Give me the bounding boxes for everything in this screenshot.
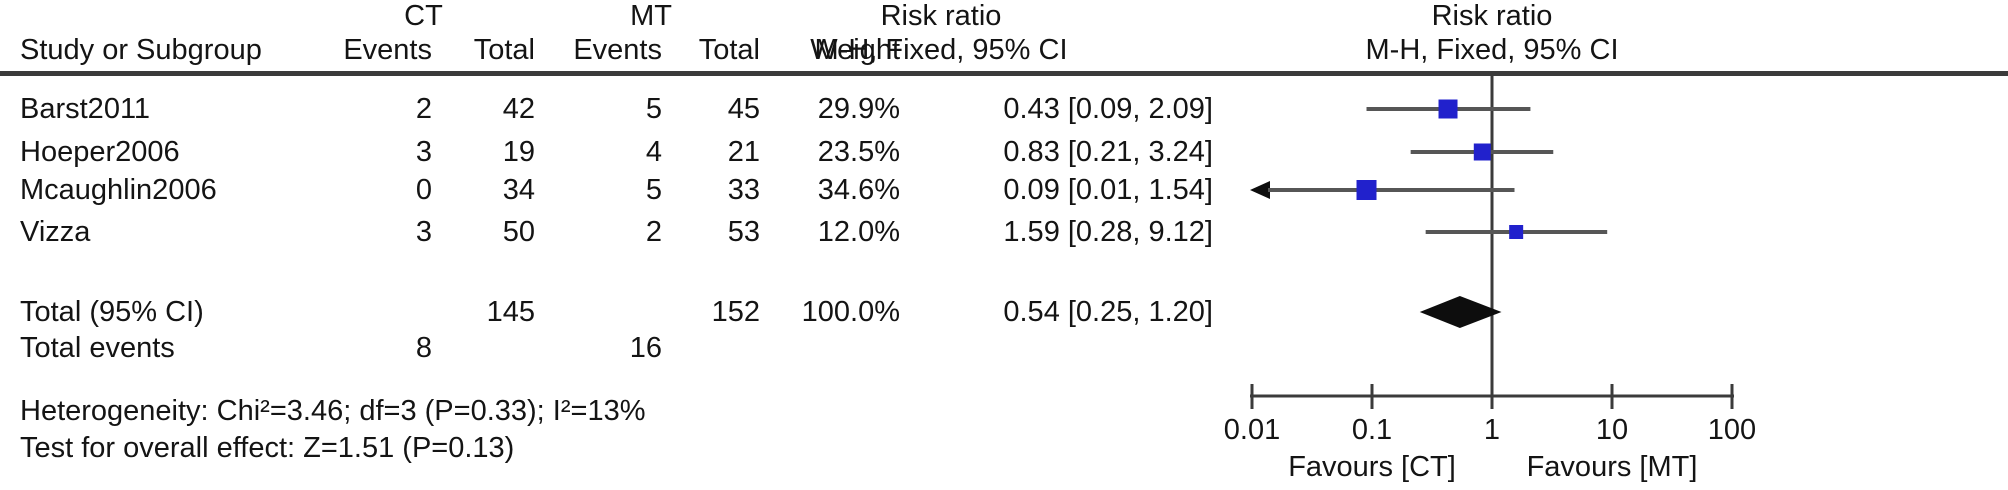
study-name: Hoeper2006 bbox=[20, 136, 180, 168]
mt-events-value: 5 bbox=[645, 93, 662, 125]
ct-total-value: 19 bbox=[502, 136, 535, 168]
risk-ratio-ci-text: 0.83 [0.21, 3.24] bbox=[1003, 136, 1213, 168]
risk-ratio-header-left: Risk ratio bbox=[880, 0, 1002, 32]
ct-events-value: 2 bbox=[415, 93, 432, 125]
total-ct-total: 145 bbox=[486, 296, 535, 328]
mt-events-value: 4 bbox=[645, 136, 662, 168]
study-name: Barst2011 bbox=[20, 93, 151, 125]
group-header-mt: MT bbox=[630, 0, 672, 32]
x-tick-label: 1 bbox=[1483, 414, 1501, 446]
favours-right-label: Favours [MT] bbox=[1526, 451, 1698, 483]
pooled-diamond bbox=[1419, 296, 1502, 328]
plot-header-mh-ci: M-H, Fixed, 95% CI bbox=[1365, 34, 1619, 66]
total-events-ct: 8 bbox=[415, 332, 432, 364]
favours-left-label: Favours [CT] bbox=[1288, 451, 1456, 483]
risk-ratio-ci-text: 1.59 [0.28, 9.12] bbox=[1003, 216, 1213, 248]
risk-ratio-header-right: Risk ratio bbox=[1431, 0, 1553, 32]
effect-square bbox=[1473, 143, 1491, 161]
left-arrowhead bbox=[1250, 181, 1270, 199]
weight-value: 34.6% bbox=[817, 174, 900, 206]
column-header-mt-events: Events bbox=[573, 34, 662, 66]
study-name: Mcaughlin2006 bbox=[20, 174, 217, 206]
total-events-mt: 16 bbox=[629, 332, 662, 364]
x-tick-label: 0.1 bbox=[1351, 414, 1393, 446]
mt-total-value: 45 bbox=[727, 93, 760, 125]
ct-events-value: 3 bbox=[415, 216, 432, 248]
column-header-weight: Weight bbox=[810, 34, 900, 66]
weight-value: 23.5% bbox=[817, 136, 900, 168]
mt-events-value: 2 bbox=[645, 216, 662, 248]
group-header-ct: CT bbox=[404, 0, 443, 32]
total-risk-ratio-ci-text: 0.54 [0.25, 1.20] bbox=[1003, 296, 1213, 328]
column-header-mt-total: Total bbox=[698, 34, 760, 66]
total-weight: 100.0% bbox=[801, 296, 900, 328]
mt-total-value: 21 bbox=[727, 136, 760, 168]
mt-events-value: 5 bbox=[645, 174, 662, 206]
ct-total-value: 34 bbox=[502, 174, 535, 206]
ct-events-value: 0 bbox=[415, 174, 432, 206]
column-header-ct-events: Events bbox=[343, 34, 432, 66]
mt-total-value: 53 bbox=[727, 216, 760, 248]
ct-events-value: 3 bbox=[415, 136, 432, 168]
header-divider bbox=[0, 71, 2008, 76]
heterogeneity-text: Heterogeneity: Chi²=3.46; df=3 (P=0.33);… bbox=[20, 395, 646, 427]
risk-ratio-ci-text: 0.09 [0.01, 1.54] bbox=[1003, 174, 1213, 206]
risk-ratio-ci-text: 0.43 [0.09, 2.09] bbox=[1003, 93, 1213, 125]
study-name: Vizza bbox=[20, 216, 91, 248]
overall-effect-text: Test for overall effect: Z=1.51 (P=0.13) bbox=[20, 432, 515, 464]
weight-value: 29.9% bbox=[817, 93, 900, 125]
total-events-label: Total events bbox=[20, 332, 175, 364]
effect-square bbox=[1438, 99, 1458, 119]
x-tick-label: 100 bbox=[1707, 414, 1757, 446]
x-tick-label: 10 bbox=[1595, 414, 1629, 446]
total-mt-total: 152 bbox=[711, 296, 760, 328]
column-header-mh-ci: M-H, Fixed, 95% CI bbox=[814, 34, 1068, 66]
weight-value: 12.0% bbox=[817, 216, 900, 248]
mt-total-value: 33 bbox=[727, 174, 760, 206]
column-header-study: Study or Subgroup bbox=[20, 34, 262, 66]
column-header-ct-total: Total bbox=[473, 34, 535, 66]
effect-square bbox=[1356, 180, 1377, 200]
x-tick-label: 0.01 bbox=[1223, 414, 1281, 446]
ct-total-value: 42 bbox=[502, 93, 535, 125]
total-row-label: Total (95% CI) bbox=[20, 296, 204, 328]
effect-square bbox=[1509, 225, 1524, 239]
ct-total-value: 50 bbox=[502, 216, 535, 248]
